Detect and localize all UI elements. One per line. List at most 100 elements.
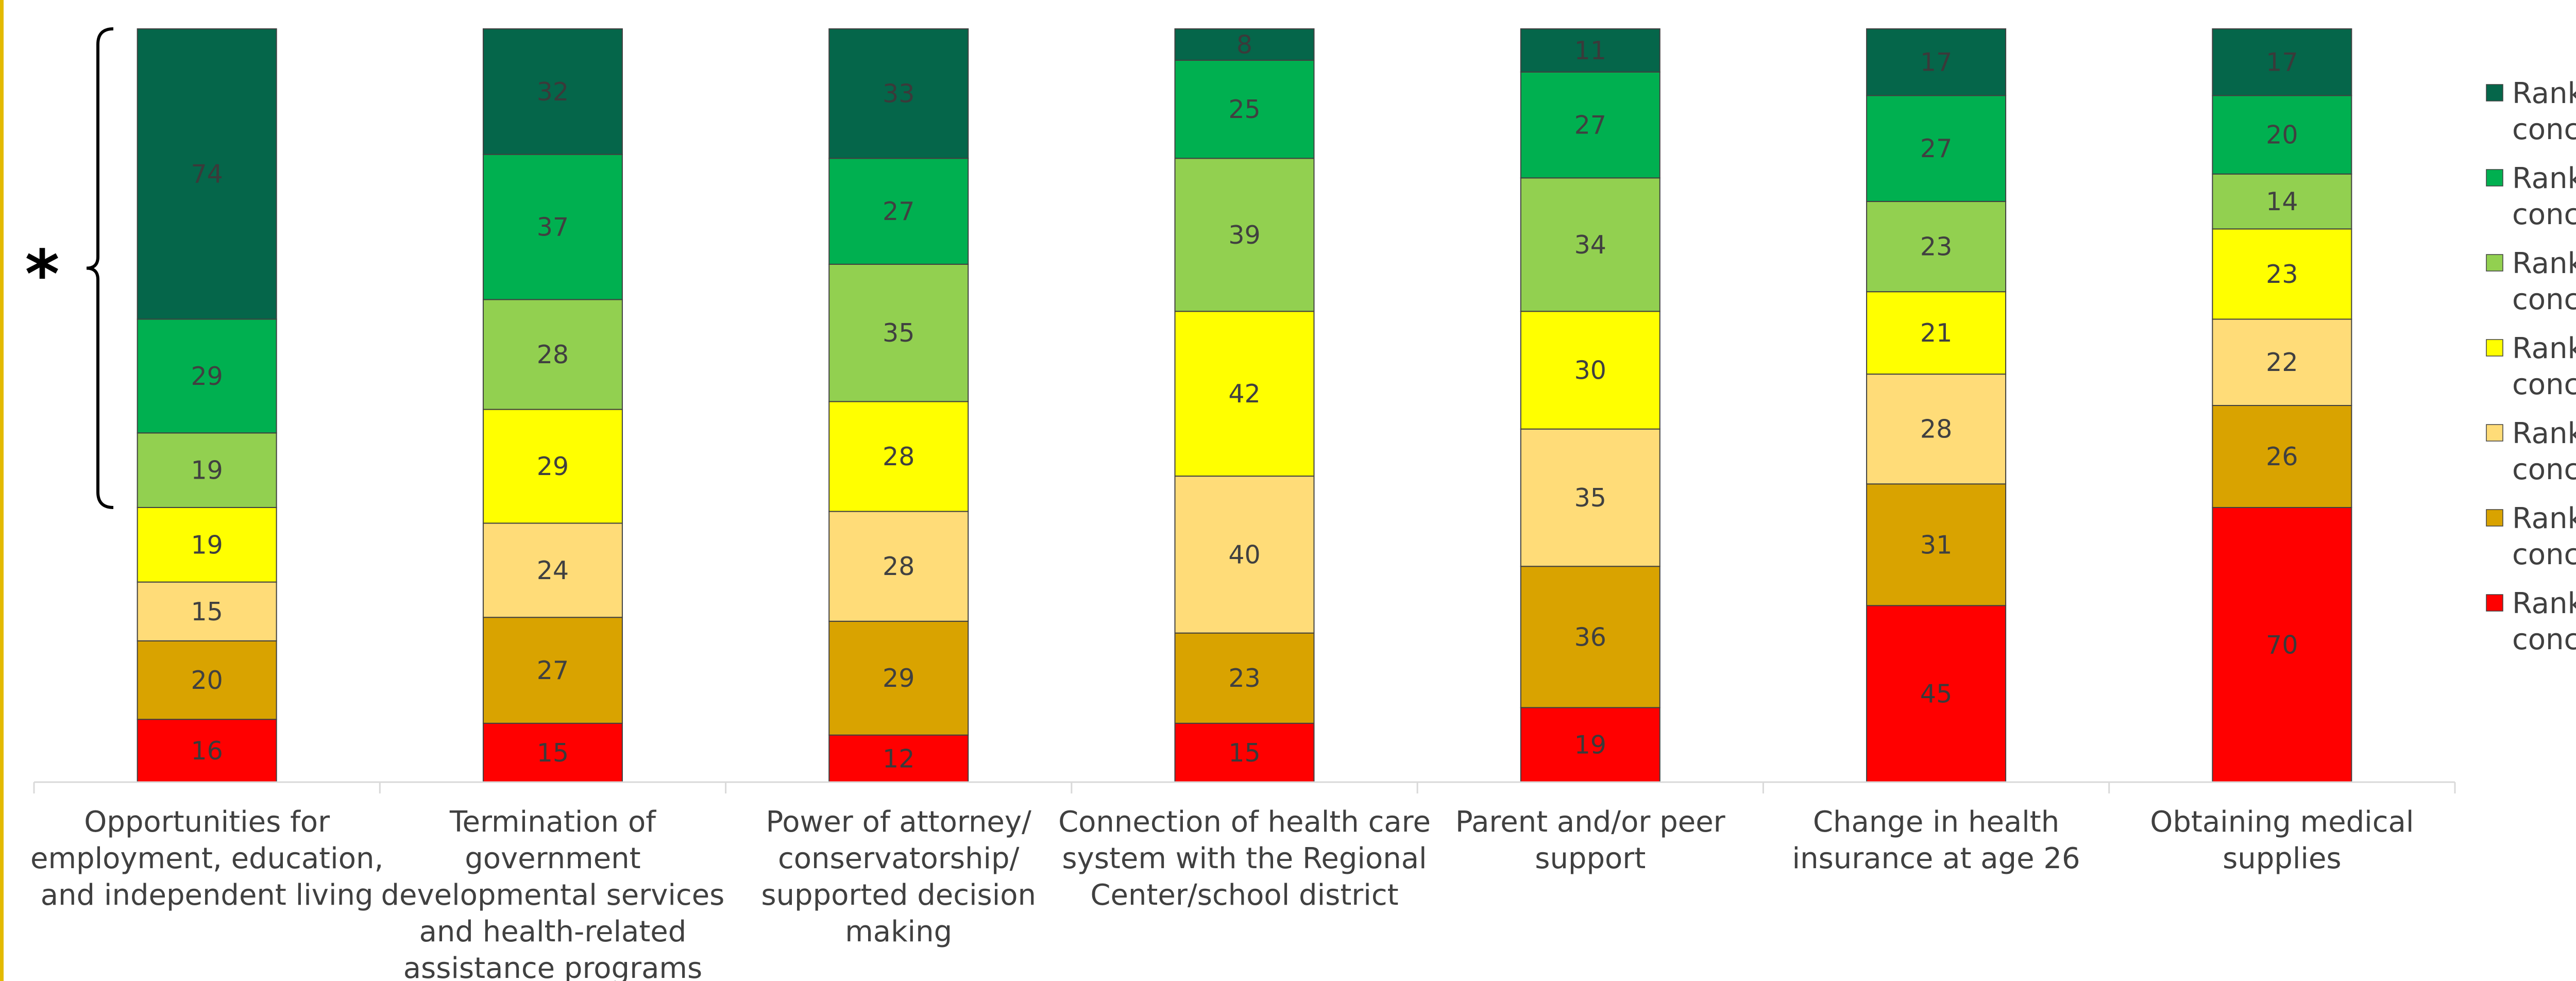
data-label: 28 — [883, 552, 914, 581]
bars: 16 20 15 19 19 29 74 15 27 24 29 28 37 32 12 29 28 28 35 27… — [137, 28, 2352, 783]
bar-segment — [1174, 722, 1315, 783]
data-label: 22 — [2266, 348, 2298, 377]
bar-segment — [1174, 28, 1315, 61]
legend: Ranked #1concern Ranked #2concern Ranked #… — [2486, 77, 2576, 656]
legend-swatch — [2486, 424, 2503, 442]
legend-swatch — [2486, 84, 2503, 102]
annotation-asterisk: * — [25, 236, 60, 313]
bar-segment — [1174, 476, 1315, 634]
data-label: 19 — [191, 530, 223, 560]
bar-segment — [1174, 632, 1315, 724]
bar-segment — [137, 432, 277, 508]
bar-segment — [137, 28, 277, 320]
bar-segment — [1866, 201, 2007, 293]
bar-segment — [482, 522, 623, 618]
data-label: 32 — [537, 77, 569, 107]
data-label: 34 — [1574, 230, 1606, 260]
bar-segment — [2212, 173, 2352, 230]
data-label: 16 — [191, 736, 223, 766]
x-tick-label: Power of attorney/conservatorship/suppor… — [761, 805, 1036, 949]
data-label: 20 — [2266, 121, 2298, 150]
data-label: 28 — [883, 442, 914, 471]
legend-item: Ranked #3concern — [2486, 247, 2576, 316]
bar-segment — [828, 401, 969, 512]
bar-segment — [828, 734, 969, 783]
x-tick-label: Termination of government developmental se… — [381, 805, 724, 981]
data-label: 36 — [1574, 622, 1606, 652]
data-label: 70 — [2266, 630, 2298, 659]
data-label: 27 — [537, 656, 569, 685]
bar-segment — [1520, 428, 1660, 567]
bar-segment — [482, 409, 623, 524]
bar-segment — [828, 620, 969, 736]
data-label: 37 — [537, 213, 569, 242]
data-label: 42 — [1228, 379, 1260, 409]
bar-segment — [1866, 483, 2007, 606]
data-label: 39 — [1228, 221, 1260, 250]
bar-segment — [482, 154, 623, 300]
bar-segment — [137, 581, 277, 641]
bar-segment — [828, 28, 969, 159]
data-label: 31 — [1920, 530, 1952, 560]
data-label: 15 — [191, 597, 223, 627]
legend-item: Ranked #4concern — [2486, 332, 2576, 401]
legend-swatch — [2486, 254, 2503, 272]
bar-segment — [1866, 291, 2007, 375]
data-label: 11 — [1574, 36, 1606, 65]
data-label: 27 — [1574, 111, 1606, 140]
frame-edge — [0, 0, 4, 981]
x-tick-label: Opportunities for employment, education, a… — [30, 805, 383, 912]
annotation-bracket: * — [25, 27, 114, 509]
data-label: 35 — [1574, 483, 1606, 513]
bar-segment — [1174, 59, 1315, 159]
data-label: 19 — [1574, 731, 1606, 760]
legend-item: Ranked #1concern — [2486, 77, 2576, 146]
bar-segment — [828, 158, 969, 265]
bar-segment — [482, 28, 623, 155]
data-label: 24 — [537, 556, 569, 585]
bar-segment — [1520, 566, 1660, 708]
data-label: 29 — [883, 664, 914, 693]
bar-segment — [828, 263, 969, 402]
bar-segment — [1866, 28, 2007, 96]
bar-segment — [137, 506, 277, 583]
data-label: 29 — [191, 362, 223, 391]
x-tick-label: Change in health insurance at age 26 — [1792, 805, 2080, 875]
data-label: 27 — [883, 197, 914, 226]
data-label: 28 — [1920, 415, 1952, 444]
data-label: 17 — [1920, 48, 1952, 77]
x-tick-label: Obtaining medical supplies — [2150, 805, 2414, 875]
legend-label: Ranked #6concern — [2512, 502, 2576, 571]
data-label: 26 — [2266, 442, 2298, 471]
bar-segment — [1866, 605, 2007, 783]
data-label: 8 — [1236, 30, 1252, 59]
bar-segment — [1520, 177, 1660, 312]
legend-swatch — [2486, 594, 2503, 612]
x-tick-label: Parent and/or peer support — [1455, 805, 1726, 875]
legend-item: Ranked #7concern — [2486, 587, 2576, 656]
bar-segment — [137, 640, 277, 720]
legend-swatch — [2486, 339, 2503, 357]
data-label: 27 — [1920, 134, 1952, 163]
legend-item: Ranked #2concern — [2486, 162, 2576, 231]
data-label: 23 — [2266, 260, 2298, 289]
legend-item: Ranked #6concern — [2486, 502, 2576, 571]
bar-segment — [2212, 28, 2352, 96]
bar-segment — [2212, 95, 2352, 175]
data-label: 23 — [1920, 232, 1952, 262]
legend-label: Ranked #2concern — [2512, 162, 2576, 231]
data-label: 74 — [191, 160, 223, 189]
legend-item: Ranked #5concern — [2486, 417, 2576, 486]
data-label: 15 — [1228, 738, 1260, 768]
bar-segment — [1174, 158, 1315, 312]
data-label: 20 — [191, 666, 223, 695]
bar-segment — [137, 318, 277, 434]
data-label: 12 — [883, 744, 914, 773]
data-label: 17 — [2266, 48, 2298, 77]
legend-label: Ranked #3concern — [2512, 247, 2576, 316]
legend-label: Ranked #7concern — [2512, 587, 2576, 656]
bar-segment — [482, 299, 623, 410]
data-label: 35 — [883, 318, 914, 348]
data-label: 28 — [537, 340, 569, 369]
